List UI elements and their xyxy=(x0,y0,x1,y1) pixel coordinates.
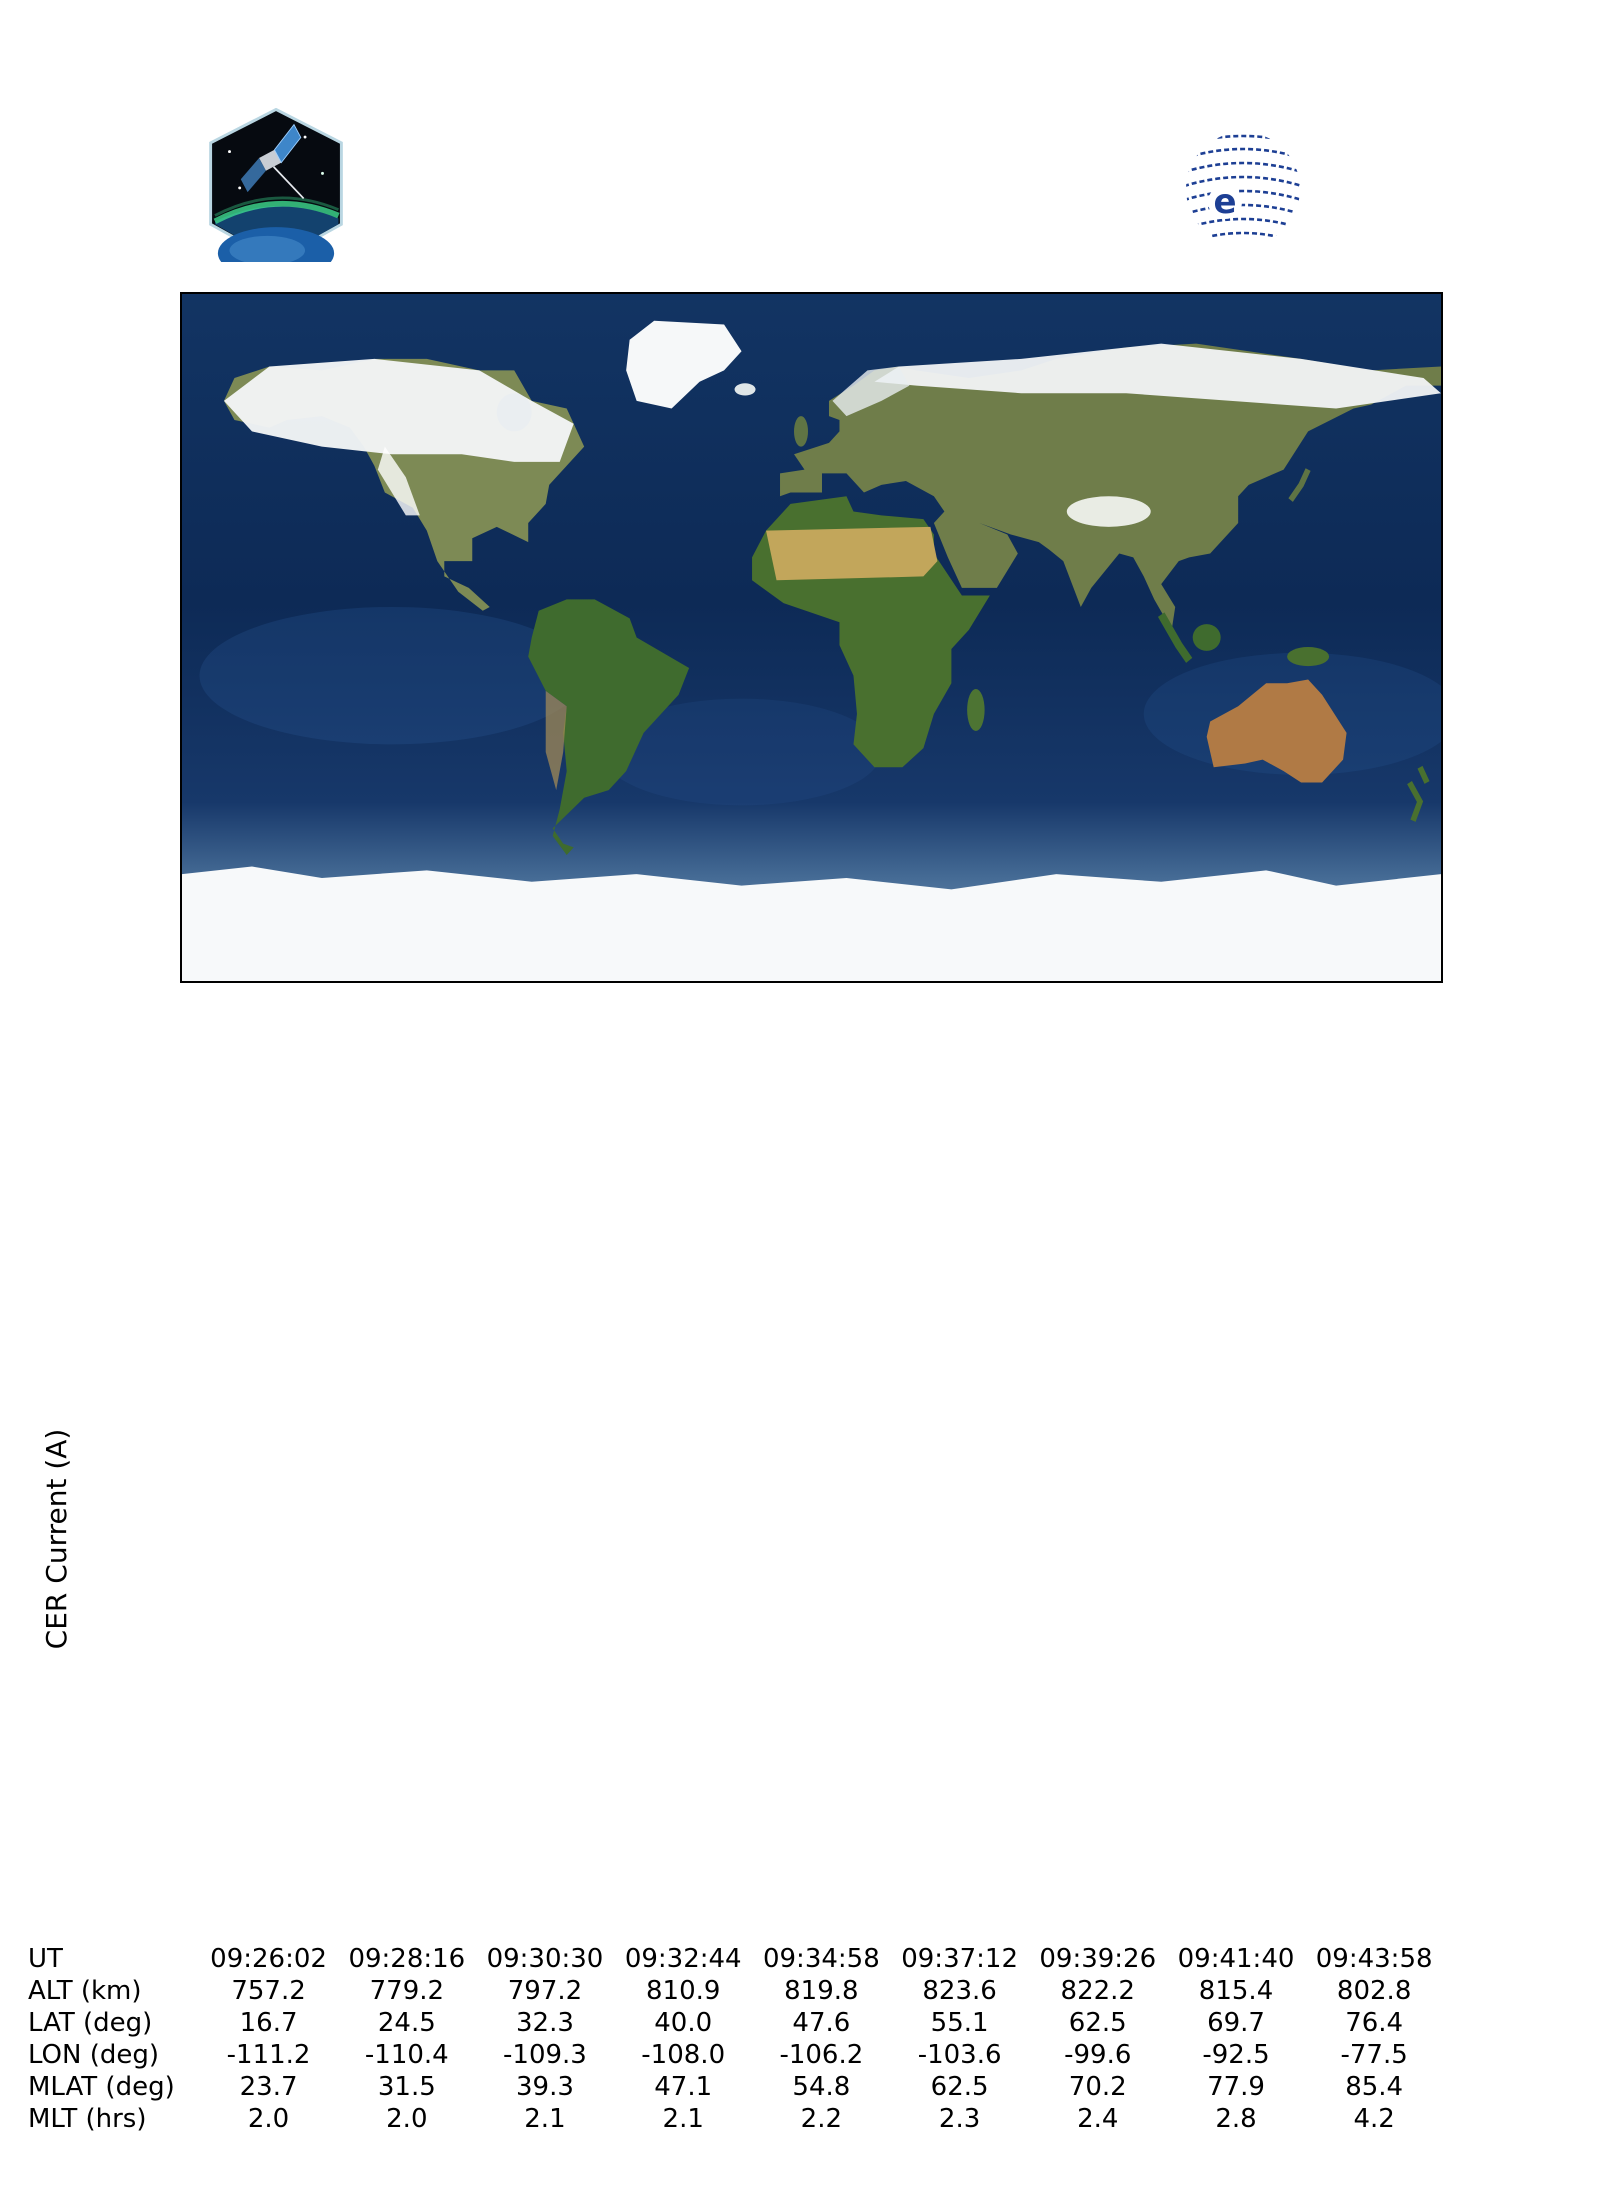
table-cell: -110.4 xyxy=(364,2040,449,2070)
y-axis-label: CER Current (A) xyxy=(40,1429,73,1650)
table-cell: 2.1 xyxy=(662,2104,704,2134)
table-row-label-ut: UT xyxy=(28,1944,63,1974)
table-cell: 09:26:02 xyxy=(210,1944,327,1974)
table-cell: 54.8 xyxy=(792,2072,851,2102)
table-cell: 822.2 xyxy=(1060,1976,1135,2006)
table-cell: -77.5 xyxy=(1340,2040,1408,2070)
table-cell: 09:41:40 xyxy=(1177,1944,1295,1974)
table-cell: -92.5 xyxy=(1202,2040,1270,2070)
table-cell: 810.9 xyxy=(646,1976,721,2006)
table-cell: -103.6 xyxy=(917,2040,1002,2070)
table-cell: 09:43:58 xyxy=(1315,1944,1433,1974)
table-cell: 47.1 xyxy=(654,2072,713,2102)
table-cell: 2.8 xyxy=(1215,2104,1257,2134)
table-cell: 69.7 xyxy=(1207,2008,1265,2038)
table-cell: 77.9 xyxy=(1207,2072,1265,2102)
table-cell: 2.2 xyxy=(800,2104,843,2134)
table-row-label-lon-deg-: LON (deg) xyxy=(28,2040,160,2070)
table-cell: 39.3 xyxy=(516,2072,574,2102)
table-cell: 757.2 xyxy=(231,1976,306,2006)
table-cell: 32.3 xyxy=(516,2008,574,2038)
table-cell: 16.7 xyxy=(239,2008,298,2038)
table-cell: 2.1 xyxy=(524,2104,566,2134)
table-cell: 09:30:30 xyxy=(486,1944,604,1974)
table-cell: 76.4 xyxy=(1345,2008,1404,2038)
table-cell: -111.2 xyxy=(226,2040,311,2070)
table-cell: -99.6 xyxy=(1064,2040,1132,2070)
table-cell: -106.2 xyxy=(779,2040,864,2070)
table-cell: 24.5 xyxy=(377,2008,436,2038)
table-cell: 85.4 xyxy=(1345,2072,1404,2102)
table-cell: 40.0 xyxy=(654,2008,713,2038)
table-cell: 23.7 xyxy=(239,2072,298,2102)
table-cell: 802.8 xyxy=(1336,1976,1412,2006)
table-cell: 31.5 xyxy=(377,2072,436,2102)
table-cell: 2.4 xyxy=(1077,2104,1119,2134)
esa-logo: e xyxy=(1183,114,1461,264)
table-cell: 4.2 xyxy=(1353,2104,1395,2134)
world-map-svg xyxy=(182,294,1441,981)
table-cell: 2.3 xyxy=(938,2104,981,2134)
table-cell: 62.5 xyxy=(930,2072,989,2102)
table-cell: 819.8 xyxy=(784,1976,859,2006)
table-cell: 70.2 xyxy=(1068,2072,1127,2102)
table-cell: 47.6 xyxy=(792,2008,851,2038)
esa-globe-icon: e xyxy=(1186,132,1300,246)
table-cell: 62.5 xyxy=(1068,2008,1127,2038)
table-row-label-mlat-deg-: MLAT (deg) xyxy=(28,2072,175,2102)
table-cell: 09:37:12 xyxy=(901,1944,1018,1974)
table-cell: 823.6 xyxy=(922,1976,997,2006)
cer-current-chart: CER Current (A) xyxy=(0,1130,1600,1980)
world-map xyxy=(180,292,1443,983)
table-row-label-lat-deg-: LAT (deg) xyxy=(28,2008,153,2038)
table-cell: 09:39:26 xyxy=(1039,1944,1157,1974)
table-cell: 09:32:44 xyxy=(624,1944,742,1974)
table-cell: 09:34:58 xyxy=(762,1944,880,1974)
table-cell: -109.3 xyxy=(503,2040,587,2070)
table-cell: 2.0 xyxy=(247,2104,290,2134)
table-cell: 797.2 xyxy=(507,1976,583,2006)
satellite-icon xyxy=(240,123,305,200)
table-cell: 09:28:16 xyxy=(348,1944,466,1974)
cassiope-mission-patch xyxy=(203,107,349,280)
table-row-label-mlt-hrs-: MLT (hrs) xyxy=(28,2104,147,2134)
table-cell: 55.1 xyxy=(930,2008,989,2038)
table-cell: -108.0 xyxy=(641,2040,726,2070)
table-cell: 815.4 xyxy=(1198,1976,1274,2006)
svg-text:e: e xyxy=(1213,182,1236,222)
table-cell: 2.0 xyxy=(386,2104,428,2134)
table-cell: 779.2 xyxy=(369,1976,445,2006)
table-row-label-alt-km-: ALT (km) xyxy=(28,1976,142,2006)
